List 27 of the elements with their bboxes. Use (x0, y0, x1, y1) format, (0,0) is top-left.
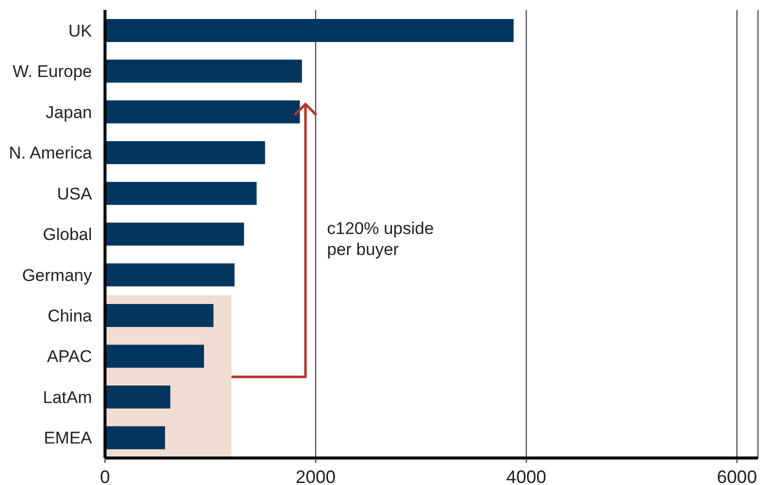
annotation: c120% upside per buyer (327, 218, 435, 260)
x-tick-label: 0 (100, 466, 110, 485)
bar (105, 426, 166, 450)
y-tick-label: N. America (8, 144, 93, 163)
y-tick-label: W. Europe (12, 62, 92, 82)
y-tick-label: APAC (46, 347, 92, 366)
bar (105, 100, 300, 124)
bar (105, 263, 235, 286)
y-tick-label: Germany (22, 266, 92, 285)
bar (105, 60, 302, 83)
y-tick-label: LatAm (42, 388, 92, 407)
bar (105, 344, 204, 368)
x-tick-label: 6000 (716, 466, 757, 485)
y-tick-label: China (48, 306, 93, 326)
bar (105, 141, 266, 164)
x-tick-label: 4000 (506, 466, 546, 485)
y-tick-label: Japan (46, 102, 92, 122)
bar (105, 182, 257, 205)
x-tick-label: 2000 (296, 466, 336, 485)
bar (105, 222, 244, 246)
y-tick-label: USA (57, 184, 93, 204)
y-tick-label: Global (42, 225, 92, 244)
bar (105, 18, 514, 42)
y-tick-label: UK (68, 21, 93, 40)
bar (105, 304, 214, 328)
bar (105, 386, 170, 409)
y-tick-label: EMEA (44, 428, 93, 448)
